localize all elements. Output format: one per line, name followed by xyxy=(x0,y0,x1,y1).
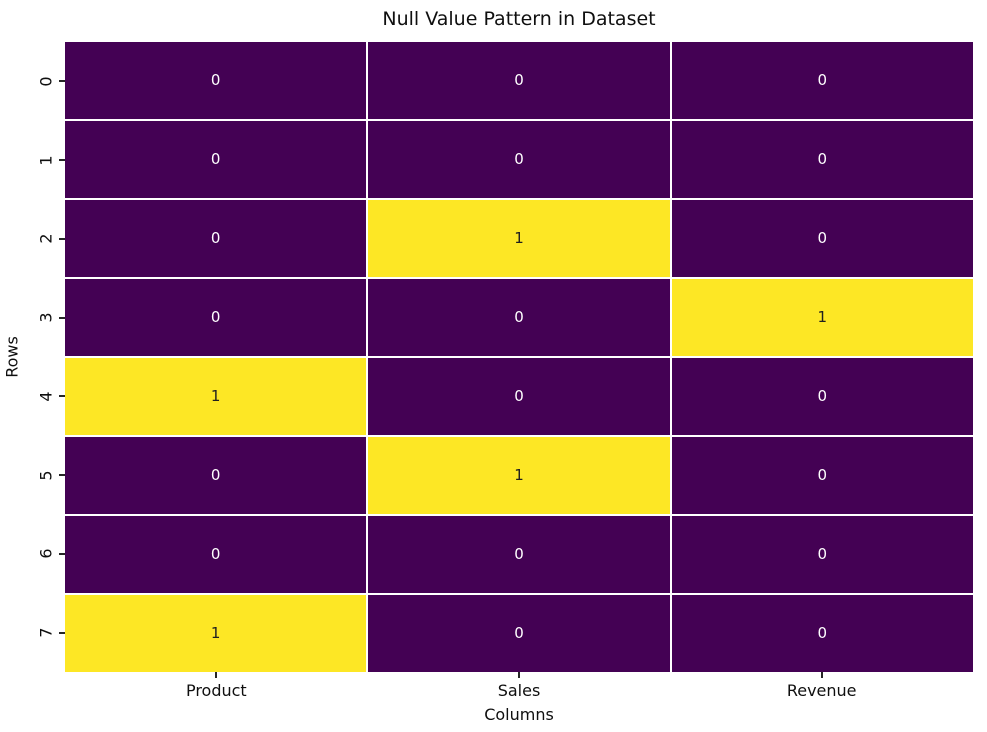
heatmap-cell: 0 xyxy=(368,358,670,435)
y-tick-mark xyxy=(59,316,65,319)
heatmap-cell: 0 xyxy=(368,42,670,119)
heatmap-cell: 1 xyxy=(368,437,670,514)
heatmap-cell: 0 xyxy=(368,516,670,593)
y-tick: 1 xyxy=(0,121,65,200)
y-tick: 3 xyxy=(0,278,65,357)
y-tick-mark xyxy=(59,395,65,398)
x-tick-mark xyxy=(820,672,823,678)
y-tick-mark xyxy=(59,237,65,240)
heatmap-cell: 0 xyxy=(671,200,973,277)
heatmap-cell: 1 xyxy=(65,595,367,672)
x-axis-label: Columns xyxy=(484,705,554,724)
y-tick-label: 7 xyxy=(36,627,56,638)
heatmap-cell: 0 xyxy=(65,279,367,356)
y-tick-mark xyxy=(59,631,65,634)
heatmap-cell: 0 xyxy=(671,358,973,435)
x-axis-ticks: Product Sales Revenue xyxy=(65,672,973,702)
x-tick-label: Revenue xyxy=(786,681,857,700)
y-tick: 6 xyxy=(0,515,65,594)
x-tick-label: Product xyxy=(185,681,247,700)
y-tick-label: 3 xyxy=(36,312,56,323)
heatmap-cell: 1 xyxy=(671,279,973,356)
y-tick: 7 xyxy=(0,593,65,672)
y-tick: 2 xyxy=(0,200,65,279)
heatmap-cell: 0 xyxy=(368,121,670,198)
y-axis-ticks: 0 1 2 3 4 5 6 7 xyxy=(0,42,65,672)
y-tick-label: 5 xyxy=(36,470,56,481)
chart-title: Null Value Pattern in Dataset xyxy=(382,8,656,30)
x-tick-mark xyxy=(215,672,218,678)
x-tick: Revenue xyxy=(670,672,973,702)
y-tick-mark xyxy=(59,80,65,83)
x-tick: Product xyxy=(65,672,368,702)
heatmap-cell: 0 xyxy=(65,200,367,277)
heatmap-cell: 0 xyxy=(65,437,367,514)
x-tick: Sales xyxy=(368,672,671,702)
heatmap-cell: 0 xyxy=(671,437,973,514)
y-tick: 5 xyxy=(0,436,65,515)
heatmap-cell: 0 xyxy=(671,121,973,198)
heatmap-cell: 0 xyxy=(368,595,670,672)
x-tick-mark xyxy=(518,672,520,678)
heatmap-cell: 0 xyxy=(671,516,973,593)
y-tick: 0 xyxy=(0,42,65,121)
y-tick-label: 0 xyxy=(36,76,56,87)
y-tick-label: 1 xyxy=(36,155,56,166)
y-axis-label: Rows xyxy=(2,336,22,378)
y-tick: 4 xyxy=(0,357,65,436)
heatmap-cell: 0 xyxy=(671,595,973,672)
y-tick-mark xyxy=(59,552,65,555)
y-tick-mark xyxy=(59,474,65,477)
y-tick-mark xyxy=(59,159,65,162)
heatmap-cell: 0 xyxy=(65,121,367,198)
heatmap-cell: 1 xyxy=(65,358,367,435)
heatmap-cell: 0 xyxy=(65,516,367,593)
y-tick-label: 2 xyxy=(36,233,56,244)
heatmap-cell: 0 xyxy=(671,42,973,119)
heatmap-cell: 0 xyxy=(368,279,670,356)
y-tick-label: 4 xyxy=(36,391,56,402)
heatmap-cell: 1 xyxy=(368,200,670,277)
y-tick-label: 6 xyxy=(36,548,56,559)
x-tick-label: Sales xyxy=(497,681,541,700)
heatmap-cell: 0 xyxy=(65,42,367,119)
